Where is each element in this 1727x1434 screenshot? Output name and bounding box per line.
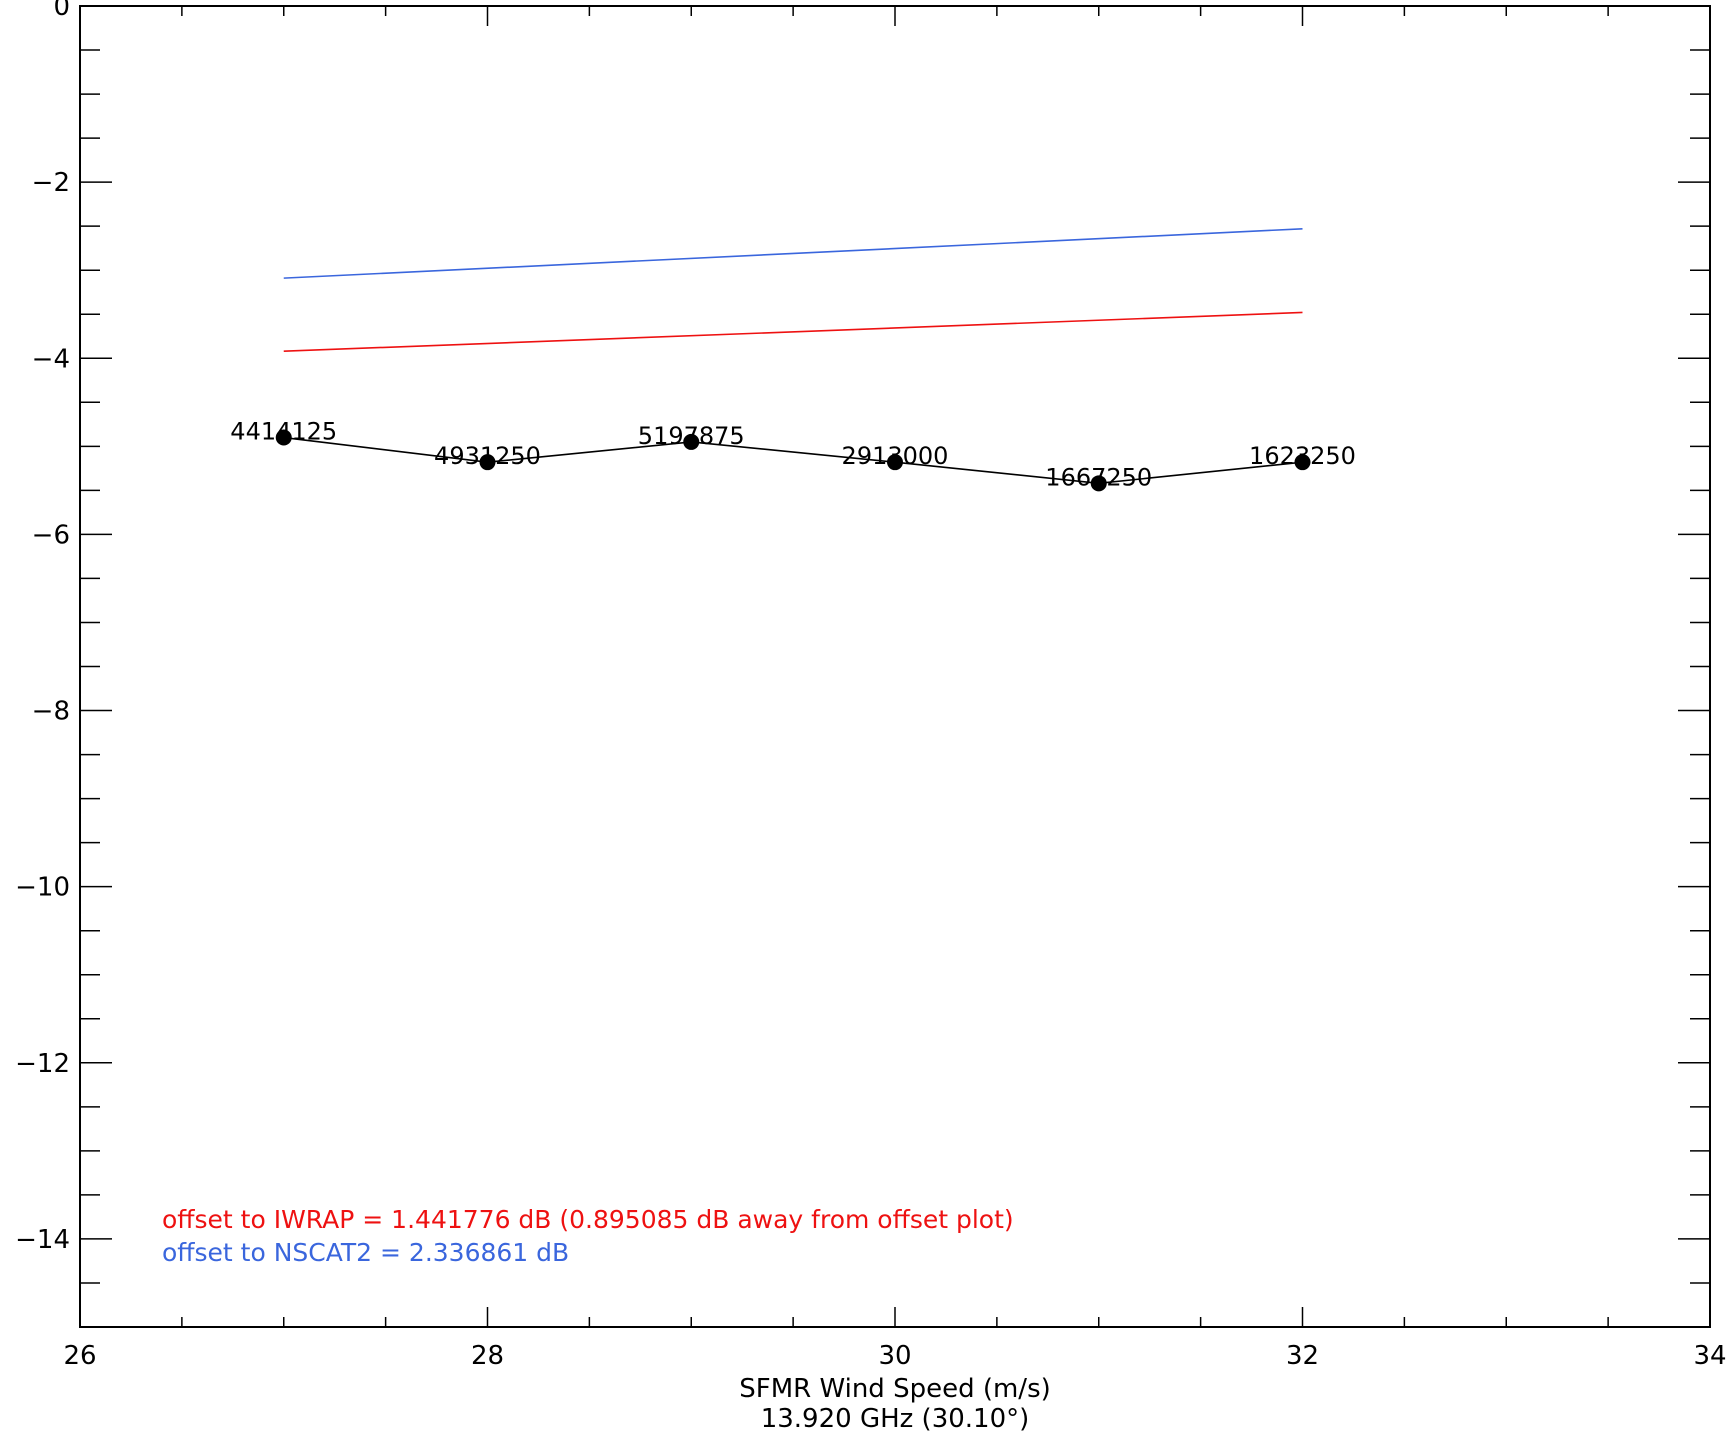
- x-tick-label: 32: [1286, 1341, 1319, 1371]
- nscat2-model-line: [283, 228, 1303, 279]
- x-tick-label: 30: [878, 1341, 911, 1371]
- x-tick-label: 28: [471, 1341, 504, 1371]
- point-count-label: 5197875: [638, 422, 745, 450]
- measured-point: [275, 429, 292, 446]
- measured-point: [683, 433, 700, 450]
- iwrap-model-line: [283, 311, 1303, 353]
- axis-titles-layer: SFMR Wind Speed (m/s) 13.920 GHz (30.10°…: [739, 1374, 1051, 1434]
- point-count-label: 1667250: [1045, 463, 1152, 491]
- x-axis-title: SFMR Wind Speed (m/s): [739, 1374, 1051, 1404]
- y-tick-label: 0: [53, 0, 70, 22]
- plot-frame-layer: [79, 5, 1711, 1328]
- y-tick-label: −6: [32, 520, 70, 550]
- annotation-nscat2-offset: offset to NSCAT2 = 2.336861 dB: [162, 1238, 569, 1267]
- x-tick-label: 34: [1693, 1341, 1726, 1371]
- y-tick-label: −2: [32, 168, 70, 198]
- x-tick-label: 26: [63, 1341, 96, 1371]
- y-tick-label: −4: [32, 344, 70, 374]
- point-count-label: 2913000: [842, 442, 949, 470]
- measured-point: [887, 454, 903, 471]
- point-count-label: 1623250: [1249, 442, 1356, 470]
- ticks-layer: [79, 5, 1711, 1328]
- plot-frame: [79, 5, 1711, 1328]
- measured-point: [479, 454, 496, 471]
- tick-labels-layer: 26 28 30 32 34 0 −2 −4 −6 −8 −10 −12 −14: [15, 0, 1726, 1371]
- measured-point: [1090, 475, 1107, 492]
- point-labels-layer: 4414125 4931250 5197875 2913000 1667250 16232…: [230, 418, 1356, 492]
- point-count-label: 4931250: [434, 442, 541, 470]
- y-tick-label: −12: [15, 1049, 70, 1079]
- y-tick-label: −10: [15, 873, 70, 903]
- y-tick-label: −8: [32, 697, 70, 727]
- measured-series-line: [283, 436, 1303, 485]
- annotations-layer: offset to IWRAP = 1.441776 dB (0.895085 …: [162, 1205, 1014, 1267]
- annotation-iwrap-offset: offset to IWRAP = 1.441776 dB (0.895085 …: [162, 1205, 1014, 1234]
- measured-point: [1294, 454, 1311, 471]
- series-layer: [275, 228, 1311, 492]
- point-count-label: 4414125: [230, 418, 337, 446]
- x-axis-subtitle: 13.920 GHz (30.10°): [761, 1404, 1030, 1434]
- y-tick-label: −14: [15, 1225, 70, 1255]
